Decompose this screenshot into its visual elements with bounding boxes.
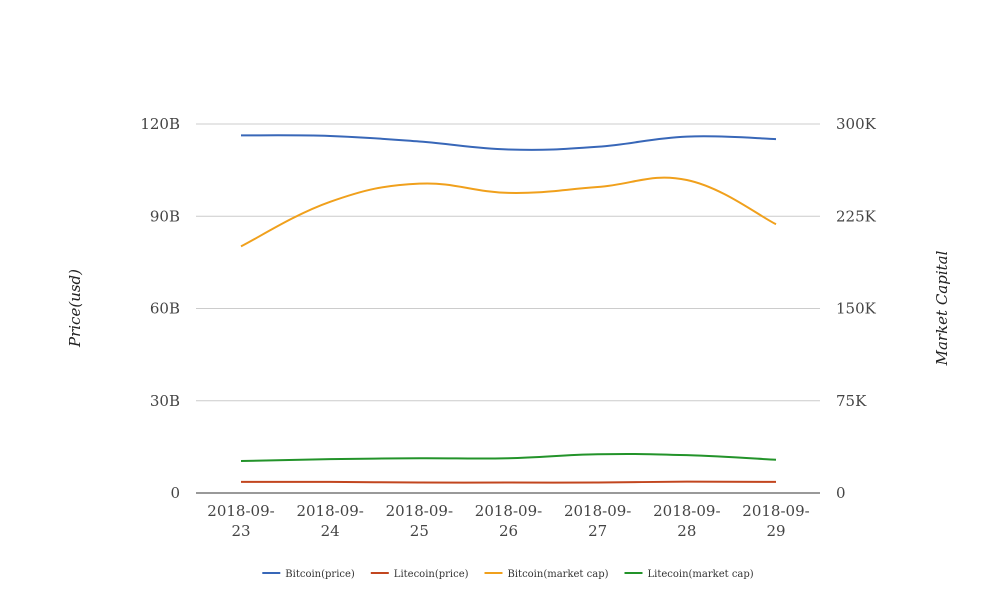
x-tick-label: 2018-09- 29 xyxy=(742,502,809,540)
y-tick-label-left: 90B xyxy=(150,207,180,225)
x-tick-label-line: 2018-09- xyxy=(653,502,720,520)
x-tick-label-line: 2018-09- xyxy=(475,502,542,520)
y-tick-label-left: 120B xyxy=(140,115,180,133)
y-tick-label-right: 300K xyxy=(836,115,877,133)
x-tick-label-line: 23 xyxy=(231,522,250,540)
y-axis-title-left: Price(usd) xyxy=(66,269,84,348)
legend-item: Bitcoin(price) xyxy=(262,569,355,580)
y-tick-label-left: 0 xyxy=(170,484,180,502)
series-line-bitcoin-price xyxy=(240,134,777,151)
legend: Bitcoin(price) Litecoin(price) Bitcoin(mar… xyxy=(262,569,754,580)
x-tick-label-line: 26 xyxy=(499,522,518,540)
series-lines xyxy=(240,134,777,484)
y-tick-label-right: 0 xyxy=(836,484,846,502)
legend-label: Bitcoin(price) xyxy=(285,569,355,580)
y-tick-label-right: 75K xyxy=(836,392,867,410)
series-line-litecoin-market-cap xyxy=(240,452,777,463)
x-tick-label-line: 2018-09- xyxy=(386,502,453,520)
x-axis: 2018-09- 23 2018-09- 24 2018-09- 25 2018-09- 26… xyxy=(196,492,820,540)
x-tick-label-line: 29 xyxy=(766,522,785,540)
y-tick-label-right: 225K xyxy=(836,207,877,225)
y-axis-title-right: Market Capital xyxy=(933,250,951,366)
x-tick-label: 2018-09- 25 xyxy=(386,502,453,540)
x-tick-label-line: 2018-09- xyxy=(207,502,274,520)
x-tick-label: 2018-09- 24 xyxy=(296,502,363,540)
y-axis-left: 0 30B 60B 90B 120B xyxy=(140,115,180,502)
y-tick-label-left: 60B xyxy=(150,300,180,318)
legend-label: Litecoin(price) xyxy=(394,569,469,580)
legend-label: Litecoin(market cap) xyxy=(648,569,754,580)
x-tick-label-line: 2018-09- xyxy=(742,502,809,520)
x-tick-label-line: 24 xyxy=(321,522,340,540)
legend-item: Litecoin(market cap) xyxy=(624,569,754,580)
y-tick-label-right: 150K xyxy=(836,300,877,318)
series-line-litecoin-price xyxy=(240,480,777,484)
x-tick-label: 2018-09- 28 xyxy=(653,502,720,540)
x-tick-label: 2018-09- 27 xyxy=(564,502,631,540)
legend-item: Bitcoin(market cap) xyxy=(484,569,609,580)
grid-lines xyxy=(196,123,820,402)
x-tick-label: 2018-09- 23 xyxy=(207,502,274,540)
legend-item: Litecoin(price) xyxy=(370,569,469,580)
series-line-bitcoin-market-cap xyxy=(240,176,777,248)
y-axis-right: 0 75K 150K 225K 300K xyxy=(836,115,877,502)
x-tick-label-line: 2018-09- xyxy=(564,502,631,520)
x-tick-label-line: 25 xyxy=(410,522,429,540)
x-tick-label-line: 28 xyxy=(677,522,696,540)
x-tick-label: 2018-09- 26 xyxy=(475,502,542,540)
y-tick-label-left: 30B xyxy=(150,392,180,410)
legend-label: Bitcoin(market cap) xyxy=(508,569,609,580)
x-tick-label-line: 2018-09- xyxy=(296,502,363,520)
x-tick-label-line: 27 xyxy=(588,522,607,540)
